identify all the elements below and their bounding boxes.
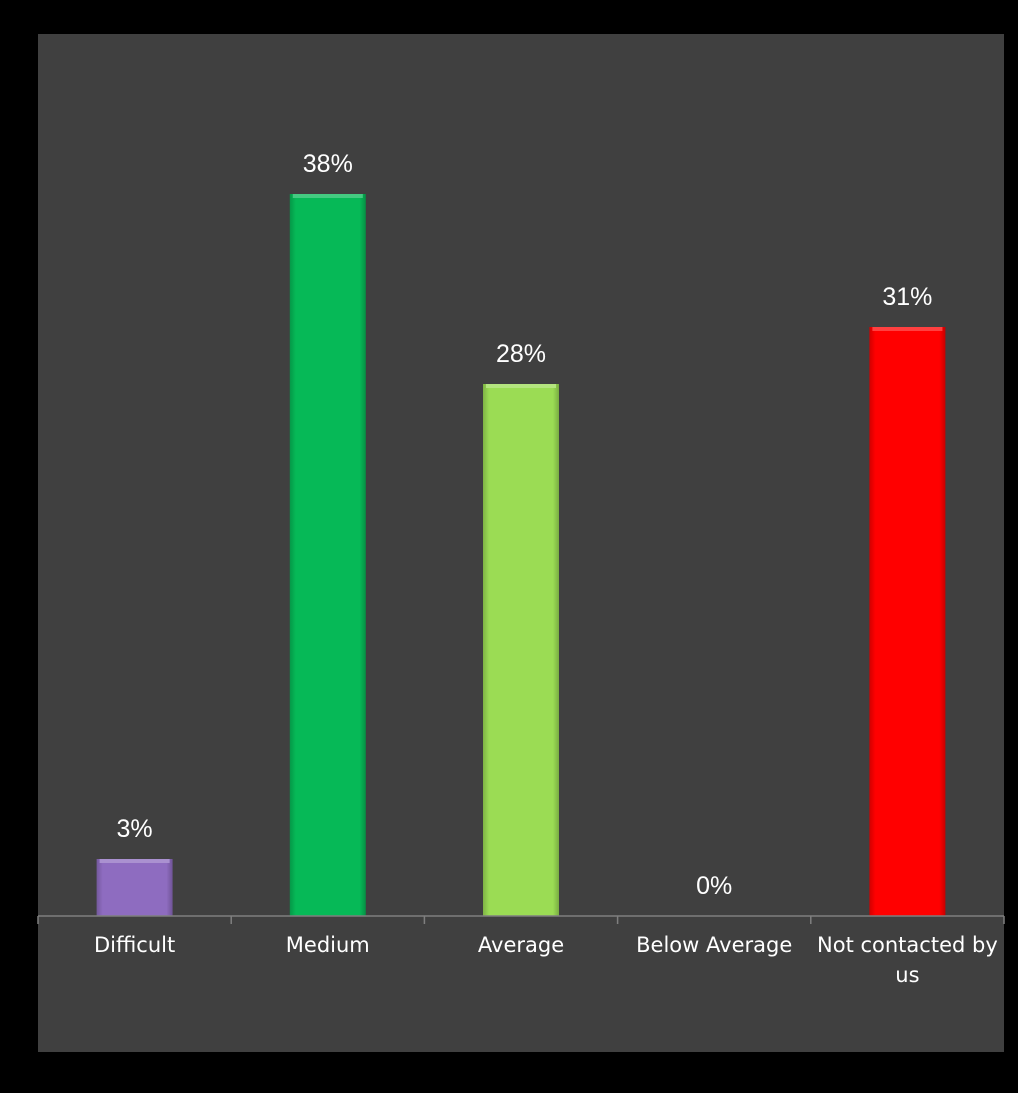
- bar-difficult: [96, 859, 173, 916]
- value-labels-group: 3% 38% 28% 0% 31%: [117, 150, 933, 900]
- bars-group: [96, 194, 946, 916]
- category-label: Difficult: [94, 933, 175, 957]
- value-label: 31%: [882, 283, 932, 311]
- value-label: 38%: [303, 150, 353, 178]
- value-label: 3%: [117, 815, 153, 843]
- bar-highlight: [872, 327, 943, 331]
- category-label: Below Average: [636, 933, 792, 957]
- bar-not-contacted-by-us: [869, 327, 946, 916]
- bar-highlight: [486, 384, 556, 388]
- value-label: 28%: [496, 340, 546, 368]
- category-label: Not contacted by us: [817, 933, 998, 987]
- bar-highlight: [99, 859, 170, 863]
- category-label: Medium: [286, 933, 370, 957]
- value-label: 0%: [696, 872, 732, 900]
- bar-medium: [289, 194, 366, 916]
- x-axis-ticks: [37, 916, 1005, 924]
- category-label: Average: [478, 933, 564, 957]
- bar-average: [483, 384, 559, 916]
- bar-highlight: [292, 194, 363, 198]
- category-labels-group: Difficult Medium Average Below Average Not c…: [94, 933, 998, 987]
